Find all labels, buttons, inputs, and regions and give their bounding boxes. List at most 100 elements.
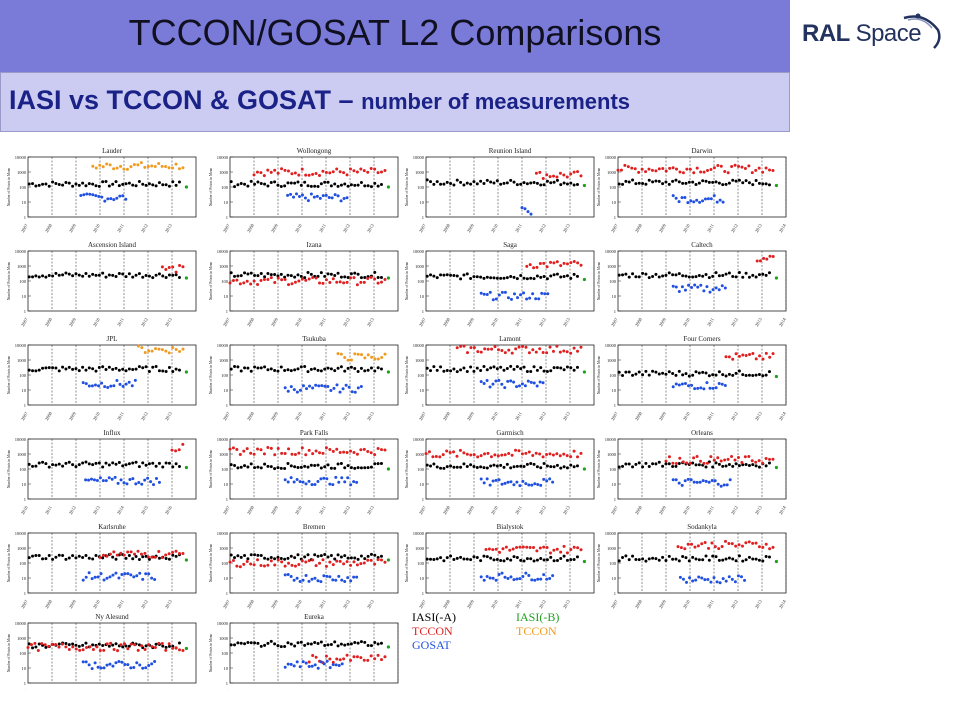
tccon-point (249, 562, 253, 566)
tccon-point (535, 265, 539, 269)
tccon-point (768, 547, 772, 551)
tccon-point (493, 453, 497, 457)
iasi-a-point (522, 365, 526, 369)
gosat-point (313, 663, 317, 667)
y-axis-label: Number of Points in Mean (597, 544, 601, 583)
gosat-point (334, 578, 338, 582)
iasi-a-point (97, 273, 101, 277)
iasi-a-point (559, 366, 563, 370)
iasi-a-point (313, 463, 317, 467)
iasi-a-point (91, 182, 95, 186)
gosat-point (303, 196, 307, 200)
y-tick-label: 10 (224, 482, 229, 487)
tccon-point (747, 164, 751, 168)
iasi-a-point (465, 181, 469, 185)
iasi-a-point (647, 373, 651, 377)
iasi-a-point (104, 368, 108, 372)
iasi-a-point (542, 183, 546, 187)
tccon-point (147, 643, 151, 647)
iasi-a-point (273, 467, 277, 471)
iasi-a-point (161, 274, 165, 278)
gosat-point (130, 384, 134, 388)
tccon-point (29, 643, 33, 647)
tccon-point (297, 451, 301, 455)
iasi-a-point (134, 367, 138, 371)
tccon-point (342, 562, 346, 566)
tccon-point (487, 547, 491, 551)
gosat-point (88, 192, 92, 196)
x-tick-label: 2013 (366, 598, 375, 609)
y-tick-label: 100 (609, 279, 617, 284)
x-tick-label: 2009 (68, 222, 77, 233)
iasi-a-point (621, 182, 625, 186)
x-tick-label: 2012 (140, 411, 149, 421)
iasi-a-point (127, 272, 131, 276)
panel-frame (27, 622, 197, 684)
y-tick-label: 1 (422, 497, 424, 502)
gosat-point (337, 664, 341, 668)
gosat-point (724, 579, 728, 583)
tccon-point (324, 564, 328, 568)
tccon-point (343, 356, 347, 360)
gosat-point (482, 481, 486, 485)
iasi-a-point (276, 644, 280, 648)
gosat-point (90, 667, 94, 671)
gosat-point (524, 571, 528, 575)
iasi-a-point (525, 557, 529, 561)
iasi-a-point (455, 370, 459, 374)
iasi-a-point (376, 642, 380, 646)
iasi-a-point (74, 182, 78, 186)
gosat-point (680, 483, 684, 487)
tccon-point (164, 349, 168, 353)
iasi-a-point (336, 184, 340, 188)
tccon-point (737, 543, 741, 547)
iasi-a-point (495, 276, 499, 280)
iasi-a-point (562, 465, 566, 469)
iasi-a-point (509, 364, 513, 368)
tccon-point (498, 550, 502, 554)
x-tick-label: 2013 (562, 316, 571, 327)
y-tick-label: 10 (420, 388, 425, 393)
tccon-point (549, 260, 553, 264)
x-tick-label: 2007 (222, 598, 231, 609)
iasi-a-point (233, 274, 237, 278)
gosat-point (322, 662, 326, 666)
tccon-point (307, 559, 311, 563)
tccon-point (383, 277, 387, 281)
tccon-point (143, 351, 147, 355)
iasi-a-point (77, 554, 81, 558)
gosat-point (717, 288, 721, 292)
tccon-point (528, 545, 532, 549)
tccon-point (287, 447, 291, 451)
gosat-point (714, 386, 718, 390)
y-tick-label: 1 (24, 681, 26, 686)
iasi-a-point (171, 553, 175, 557)
y-tick-label: 1 (226, 681, 228, 686)
iasi-a-point (54, 182, 58, 186)
iasi-a-point (154, 365, 158, 369)
iasi-a-point (259, 644, 263, 648)
tccon-point (108, 163, 112, 167)
tccon-point (555, 344, 559, 348)
iasi-a-point (485, 368, 489, 372)
iasi-a-point (253, 641, 257, 645)
iasi-a-point (502, 368, 506, 372)
y-tick-label: 1000 (219, 264, 229, 269)
iasi-a-point (346, 642, 350, 646)
iasi-a-point (131, 461, 135, 465)
iasi-a-point (465, 272, 469, 276)
tccon-point (531, 453, 535, 457)
iasi-a-point (147, 557, 151, 561)
iasi-a-point (31, 554, 35, 558)
iasi-a-point (479, 275, 483, 279)
iasi-a-point (465, 464, 469, 468)
iasi-a-point (459, 368, 463, 372)
iasi-a-point (425, 274, 429, 278)
tccon-point (335, 559, 339, 563)
tccon-point (380, 280, 384, 284)
gosat-point (509, 480, 513, 484)
iasi-a-point (121, 367, 125, 371)
